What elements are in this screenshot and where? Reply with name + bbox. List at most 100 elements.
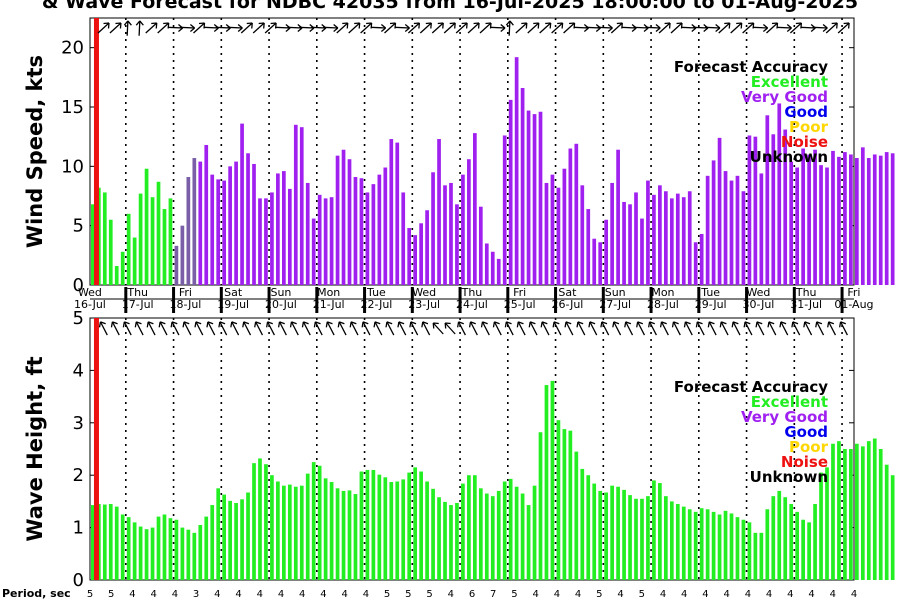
direction-arrow (431, 22, 444, 34)
bar (532, 114, 537, 286)
direction-arrow (218, 321, 228, 336)
bar (150, 197, 155, 285)
direction-arrow (266, 321, 275, 336)
bar (293, 124, 298, 285)
legend-item: Poor (789, 118, 829, 136)
bar (646, 180, 650, 285)
direction-arrow (407, 22, 421, 34)
day-of-week-label: Tue (366, 286, 386, 299)
bar (890, 153, 895, 285)
bar (789, 504, 794, 580)
bar (872, 154, 877, 285)
bar (437, 139, 441, 285)
bar (747, 522, 752, 580)
period-value: 4 (723, 589, 729, 600)
legend-title: Forecast Accuracy (674, 378, 828, 396)
direction-arrow (289, 321, 299, 336)
bar (759, 173, 764, 285)
direction-arrow (170, 321, 180, 336)
bar (604, 219, 609, 285)
bar (287, 188, 292, 285)
bar (640, 218, 644, 285)
plot-frame (89, 17, 855, 286)
bar (108, 219, 113, 285)
direction-arrow (301, 321, 311, 336)
bar (455, 204, 459, 285)
bar (878, 155, 883, 285)
bar (341, 490, 346, 580)
bar (323, 198, 328, 285)
direction-arrow (135, 20, 144, 36)
bar (162, 514, 167, 580)
bar (180, 527, 185, 580)
bar (622, 489, 626, 580)
bar (180, 225, 185, 285)
direction-arrow (158, 321, 168, 336)
bar (156, 516, 161, 580)
bar (186, 529, 191, 580)
period-value: 5 (511, 589, 517, 600)
day-tick (458, 287, 462, 313)
bar (443, 501, 447, 580)
bar (849, 449, 853, 580)
direction-arrow (419, 22, 432, 34)
bar (634, 192, 638, 285)
bar (884, 152, 889, 285)
bar (437, 497, 441, 580)
direction-arrow (576, 321, 586, 336)
day-of-week-label: Thu (126, 286, 148, 299)
direction-arrow (252, 22, 265, 34)
bar (872, 438, 877, 580)
bar (711, 160, 716, 285)
period-value: 5 (426, 589, 432, 600)
bar (102, 504, 107, 580)
bar (371, 469, 376, 580)
bar (299, 485, 304, 580)
bar (252, 163, 256, 285)
bar (413, 467, 418, 580)
day-tick (506, 287, 510, 313)
bar (747, 135, 752, 285)
bar (831, 150, 835, 285)
bar (484, 493, 489, 580)
date-label: 20-Jul (265, 298, 297, 311)
bar (371, 184, 376, 285)
wave-ylabel: Wave Height, ft (23, 356, 47, 541)
direction-arrow (731, 321, 741, 336)
bar (711, 511, 716, 580)
bar (825, 167, 829, 285)
bar (681, 197, 686, 285)
direction-arrow (146, 321, 156, 336)
bar (484, 243, 489, 285)
bar (192, 532, 197, 580)
direction-arrow (373, 321, 383, 336)
bar (461, 174, 465, 285)
bar (276, 481, 280, 580)
direction-arrow (98, 321, 108, 336)
period-value: 4 (448, 589, 454, 600)
direction-arrow (194, 321, 204, 336)
bar (568, 148, 573, 285)
bar (652, 194, 656, 285)
bar (186, 177, 191, 285)
direction-arrow (360, 22, 373, 34)
bar (502, 135, 507, 285)
direction-arrow (597, 23, 613, 33)
day-tick (840, 287, 844, 313)
period-value: 4 (341, 589, 347, 600)
bar (855, 158, 859, 285)
bar (276, 173, 280, 285)
direction-arrow (670, 22, 683, 34)
bar (114, 266, 119, 285)
date-label: 24-Jul (456, 298, 488, 311)
date-label: 23-Jul (408, 298, 440, 311)
direction-arrow (636, 321, 646, 336)
date-label: 27-Jul (599, 298, 631, 311)
direction-arrow (97, 22, 110, 34)
bar (91, 204, 95, 285)
bar (287, 484, 292, 580)
bar (729, 180, 734, 285)
y-tick-label: 1 (73, 518, 84, 539)
bar (162, 209, 167, 285)
day-tick (172, 287, 176, 313)
